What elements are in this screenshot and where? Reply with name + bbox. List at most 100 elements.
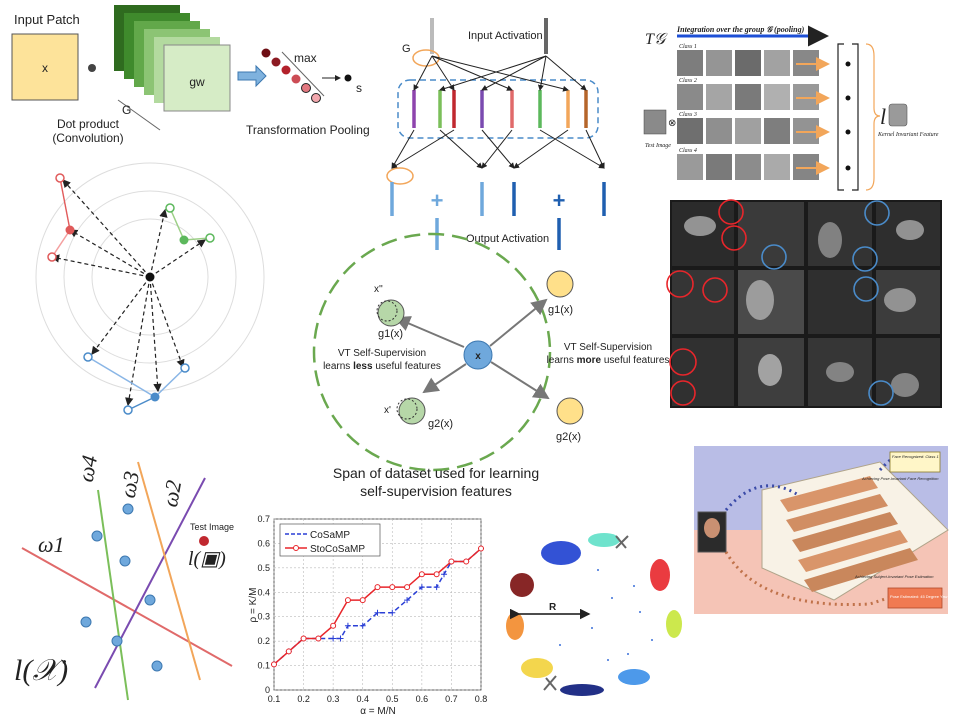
y-tick-label: 0.1 bbox=[257, 661, 270, 671]
highlight-circles bbox=[666, 199, 894, 406]
x-tick-label: 0.1 bbox=[268, 694, 281, 704]
g-highlight bbox=[412, 49, 440, 67]
test-image-label: Test Image bbox=[190, 522, 234, 532]
x-label: x bbox=[42, 61, 48, 75]
max-axis bbox=[281, 51, 325, 97]
achieving-pose-label: Achieving Pose-Invariant Face Recognitio… bbox=[861, 476, 939, 481]
x-tick-label: 0.6 bbox=[416, 694, 429, 704]
face-rows: Class 1 Class 2 Class 3 Class 4 bbox=[677, 44, 830, 180]
self-supervision-panel: x x'' g1(x) x' g2(x) g1(x) g2(x) VT Self… bbox=[312, 232, 670, 499]
x-double-prime-ghost bbox=[376, 300, 398, 322]
filter-stack bbox=[114, 5, 231, 112]
omega3-label: ω3 bbox=[115, 469, 144, 499]
data-point-stocosamp bbox=[463, 558, 470, 565]
dot-product-label: Dot product bbox=[57, 117, 120, 131]
g-axis bbox=[117, 99, 161, 131]
g2-label: g2(x) bbox=[428, 418, 453, 430]
pooled-responses bbox=[261, 48, 321, 103]
input-face bbox=[704, 518, 720, 538]
ring-middle bbox=[63, 190, 237, 364]
span-caption-line2: self-supervision features bbox=[360, 483, 512, 499]
transformation-pooling-label: Transformation Pooling bbox=[246, 123, 370, 137]
input-connections bbox=[413, 55, 587, 92]
data-points bbox=[80, 503, 163, 672]
data-point-cosamp bbox=[359, 622, 366, 629]
y-tick-label: 0 bbox=[265, 685, 270, 695]
y-axis-label: ρ = K/M bbox=[248, 588, 259, 623]
plus-left: + bbox=[431, 188, 444, 213]
svg-text:Class 2: Class 2 bbox=[679, 78, 697, 84]
achieving-subject-label: Achieving Subject-Invariant Pose Estimat… bbox=[854, 574, 934, 579]
y-tick-label: 0.4 bbox=[257, 587, 270, 597]
data-point-cosamp bbox=[418, 584, 425, 591]
class-row-2: Class 2 bbox=[677, 78, 830, 110]
data-point-stocosamp bbox=[359, 597, 366, 604]
data-point-stocosamp bbox=[404, 584, 411, 591]
data-point-stocosamp bbox=[478, 545, 484, 552]
g-label: G bbox=[402, 43, 411, 55]
scatter-dots bbox=[559, 569, 653, 661]
pooling-panel: Input Patch x gw G Dot product (Convolut… bbox=[11, 5, 370, 145]
gap-marker-top bbox=[615, 535, 629, 549]
pose-panel: Face Recognized: Class 1 Achieving Pose-… bbox=[694, 446, 949, 614]
data-point-stocosamp bbox=[330, 622, 337, 629]
g-axis-label: G bbox=[122, 103, 131, 117]
g2-far-node bbox=[556, 397, 584, 425]
blue-orbit bbox=[83, 352, 190, 415]
y-tick-label: 0.3 bbox=[257, 612, 270, 622]
feature-vector bbox=[837, 43, 859, 191]
data-point-cosamp bbox=[389, 609, 396, 616]
hyperplanes-panel: ω1 ω2 ω3 ω4 Test Image l(▣) l(𝒳) bbox=[14, 453, 234, 701]
origin-point bbox=[145, 272, 155, 282]
output-units bbox=[390, 182, 606, 216]
svg-text:Class 1: Class 1 bbox=[679, 44, 697, 50]
plus-right: + bbox=[553, 188, 566, 213]
data-point-stocosamp bbox=[315, 635, 322, 642]
x-prime-label: x' bbox=[384, 405, 391, 416]
dataset-span-circle bbox=[312, 232, 552, 472]
recognition-path bbox=[724, 484, 801, 511]
data-point-cosamp bbox=[337, 635, 344, 642]
hyperplane-omega4 bbox=[97, 489, 129, 701]
orbit-box bbox=[397, 79, 599, 139]
cosamp-chart: 0.1 0.2 0.3 0.4 0.5 0.6 0.7 0.8 00.10.20.30.40.… bbox=[248, 514, 487, 717]
pose-estimated-label: Pose Estimated: 45 Degree Yaw bbox=[890, 594, 948, 599]
span-caption-line1: Span of dataset used for learning bbox=[333, 465, 539, 481]
cluster-ring-panel: R bbox=[506, 533, 682, 696]
gw-label: gw bbox=[189, 75, 205, 89]
x-prime-ghost bbox=[396, 398, 418, 420]
x-node bbox=[463, 340, 493, 370]
green-orbit bbox=[165, 203, 215, 245]
series-group bbox=[271, 545, 484, 668]
input-patch-label: Input Patch bbox=[14, 12, 80, 27]
l-x-label: l(𝒳) bbox=[14, 654, 68, 687]
pose-estimated-box bbox=[887, 587, 943, 609]
g2-node bbox=[398, 397, 426, 425]
data-point-cosamp bbox=[404, 597, 411, 604]
orbit-units bbox=[412, 90, 588, 128]
pose-face-strips bbox=[780, 476, 918, 592]
invariant-panel: T𝒢 Integration over the group 𝒢 (pooling… bbox=[643, 25, 939, 191]
vt-right-line2: learns more useful features bbox=[547, 355, 670, 366]
y-ticks: 0 0.1 0.2 0.3 0.4 0.5 0.6 0.7 bbox=[257, 514, 270, 695]
legend-marker-stocosamp bbox=[293, 545, 299, 551]
data-point-cosamp bbox=[374, 609, 381, 616]
hyperplane-omega2 bbox=[94, 477, 206, 689]
y-tick-label: 0.6 bbox=[257, 538, 270, 548]
x-double-prime-label: x'' bbox=[374, 284, 383, 295]
legend-label-cosamp: CoSaMP bbox=[310, 530, 350, 541]
input-patch bbox=[11, 33, 79, 101]
y-tick-label: 0.5 bbox=[257, 563, 270, 573]
y-tick-label: 0.2 bbox=[257, 636, 270, 646]
data-point-stocosamp bbox=[300, 635, 307, 642]
vt-left-line2: learns less useful features bbox=[323, 361, 441, 372]
vt-left-line1: VT Self-Supervision bbox=[338, 348, 426, 359]
signature-dot bbox=[344, 74, 352, 82]
ring-outer bbox=[35, 162, 265, 392]
pool-arrow bbox=[237, 64, 267, 88]
face-recognized-box bbox=[889, 451, 941, 473]
data-point-stocosamp bbox=[448, 558, 455, 565]
feature-label: Kernel Invariant Feature bbox=[877, 132, 939, 138]
x-tick-label: 0.5 bbox=[386, 694, 399, 704]
